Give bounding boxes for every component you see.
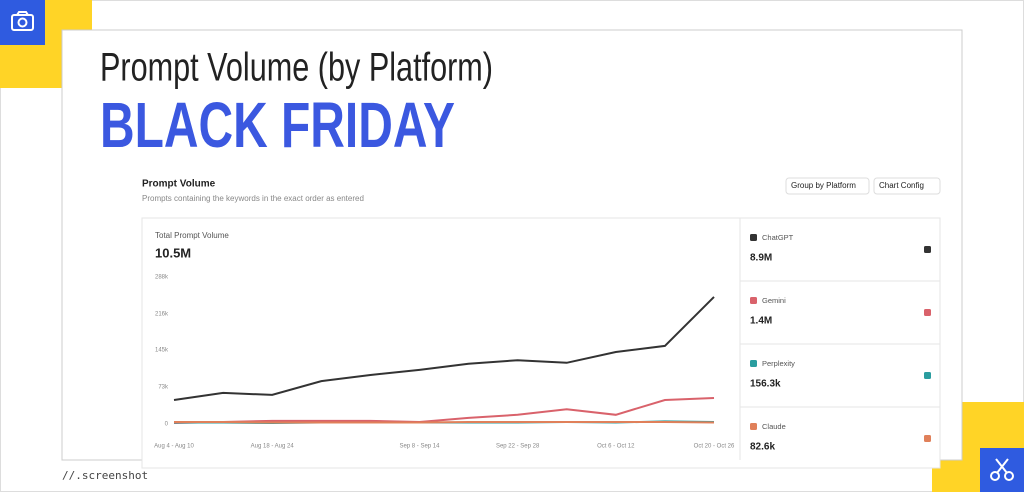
x-tick-label: Aug 18 - Aug 24 <box>251 444 295 450</box>
platform-total: 1.4M <box>750 316 772 327</box>
platform-name: ChatGPT <box>762 233 794 242</box>
page-subtitle: BLACK FRIDAY <box>100 89 455 161</box>
button-label: Group by Platform <box>791 181 856 190</box>
x-tick-label: Oct 20 - Oct 26 <box>694 444 735 450</box>
platform-total: 156.3k <box>750 379 781 390</box>
series-line <box>174 421 715 424</box>
y-tick-label: 73k <box>158 384 169 390</box>
platform-name: Gemini <box>762 296 786 305</box>
scissors-glyph <box>990 458 1014 481</box>
y-tick-label: 288k <box>155 275 169 281</box>
chart-total: 10.5M <box>155 245 191 260</box>
chart-panel <box>141 217 941 469</box>
page-title: Prompt Volume (by Platform) <box>100 46 493 90</box>
platform-toggle[interactable] <box>924 435 931 442</box>
footer: //.screenshot <box>62 469 148 482</box>
chart-title: Total Prompt Volume <box>155 231 229 240</box>
panel-description: Prompts containing the keywords in the e… <box>142 194 364 203</box>
y-tick-label: 216k <box>155 311 169 317</box>
platform-icon <box>750 234 757 241</box>
platform-toggle[interactable] <box>924 246 931 253</box>
x-tick-label: Sep 8 - Sep 14 <box>399 444 440 450</box>
platform-icon <box>750 360 757 367</box>
y-tick-label: 0 <box>165 422 169 428</box>
scissors-icon[interactable] <box>980 448 1024 492</box>
platform-name: Perplexity <box>762 359 795 368</box>
y-tick-label: 145k <box>155 348 169 354</box>
platform-total: 82.6k <box>750 442 775 453</box>
x-tick-label: Sep 22 - Sep 28 <box>496 444 540 450</box>
platform-icon <box>750 423 757 430</box>
button[interactable] <box>785 177 870 195</box>
series-line <box>173 397 715 424</box>
camera-glyph <box>11 11 34 31</box>
panel-title: Prompt Volume <box>142 179 216 190</box>
x-tick-label: Oct 6 - Oct 12 <box>597 444 635 450</box>
button-label: Chart Config <box>879 181 924 190</box>
platform-total: 8.9M <box>750 253 772 264</box>
x-tick-label: Aug 4 - Aug 10 <box>154 444 194 450</box>
series-line <box>173 296 715 401</box>
platform-name: Claude <box>762 422 786 431</box>
button[interactable] <box>873 177 941 195</box>
camera-icon <box>0 0 45 45</box>
platform-toggle[interactable] <box>924 309 931 316</box>
platform-toggle[interactable] <box>924 372 931 379</box>
platform-icon <box>750 297 757 304</box>
